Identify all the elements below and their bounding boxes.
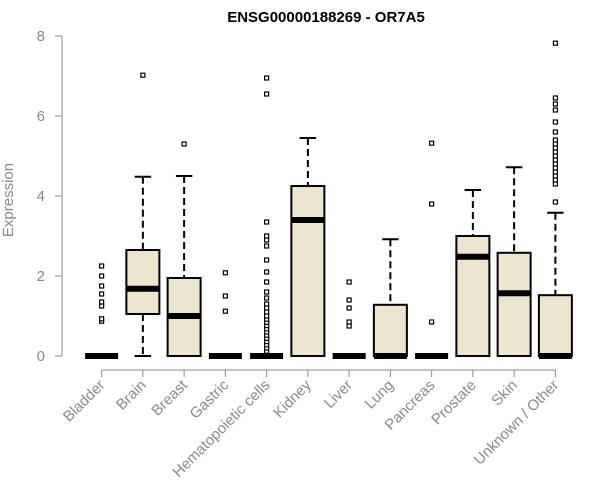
box-kidney [290,137,326,357]
x-tick-label-lung: Lung [362,377,398,413]
outlier-point [99,316,105,322]
outlier-point [264,309,270,315]
x-tick-label-skin: Skin [488,377,521,410]
outlier-point [264,279,270,285]
outlier-point [140,72,146,78]
outlier-point [99,291,105,297]
box-pancreas [415,140,449,359]
outlier-point [552,161,558,167]
outlier-point [99,273,105,279]
outlier-point [346,323,352,329]
outlier-point [552,119,558,125]
x-tick-label-kidney: Kidney [270,376,315,421]
outlier-point [429,319,435,325]
outlier-point [346,305,352,311]
box-unknown-other [537,40,573,359]
box-iqr [496,251,532,357]
outlier-point [264,91,270,97]
box-brain [125,72,161,357]
y-tick-label: 2 [37,268,45,285]
outlier-point [552,199,558,205]
outlier-point [222,308,228,314]
outlier-point [552,129,558,135]
y-axis: 0 2 4 6 8 [37,28,63,365]
outlier-point [552,181,558,187]
outlier-point [552,149,558,155]
box-iqr [537,294,573,358]
box-iqr [125,249,161,315]
outlier-point [429,140,435,146]
outlier-point [552,177,558,183]
x-tick-label-bladder: Bladder [60,377,109,426]
outlier-point [222,293,228,299]
y-axis-label: Expression [0,163,17,237]
outlier-point [552,145,558,151]
y-tick-label: 6 [37,108,45,125]
outlier-point [99,299,105,305]
box-hematopoietic-cells [250,75,284,359]
outlier-point [552,173,558,179]
box-breast [166,141,202,357]
outlier-point [552,107,558,113]
outlier-point [99,283,105,289]
outlier-point [181,141,187,147]
box-bladder [85,263,119,359]
outlier-point [552,141,558,147]
outlier-point [264,75,270,81]
outlier-point [552,101,558,107]
outlier-point [552,40,558,46]
box-gastric [208,270,242,359]
box-prostate [455,189,491,357]
outlier-point [346,297,352,303]
outlier-point [552,153,558,159]
y-tick-label: 0 [37,348,45,365]
outlier-point [99,263,105,269]
outlier-point [264,313,270,319]
chart-title: ENSG00000188269 - OR7A5 [227,9,425,26]
outlier-point [552,95,558,101]
x-tick-label-breast: Breast [148,376,191,419]
outlier-point [264,305,270,311]
outlier-point [346,319,352,325]
outlier-point [264,295,270,301]
box-skin [496,166,532,357]
x-tick-label-brain: Brain [113,377,150,414]
outlier-point [264,257,270,263]
outlier-point [552,157,558,163]
box-lung [372,238,408,359]
y-tick-label: 8 [37,28,45,45]
outlier-point [264,233,270,239]
y-tick-label: 4 [37,188,45,205]
outlier-point [552,169,558,175]
outlier-point [429,201,435,207]
outlier-point [222,270,228,276]
outlier-point [264,219,270,225]
x-tick-label-liver: Liver [321,377,356,412]
outlier-point [264,237,270,243]
outlier-point [264,269,270,275]
box-iqr [290,185,326,357]
outlier-point [552,165,558,171]
outlier-point [264,243,270,249]
box-series [85,40,573,359]
x-tick-label-prostate: Prostate [428,377,480,429]
outlier-point [264,301,270,307]
outlier-point [346,279,352,285]
box-liver [332,279,366,359]
box-iqr [372,303,408,357]
outlier-point [264,289,270,295]
outlier-point [552,137,558,143]
outlier-point [99,303,105,309]
